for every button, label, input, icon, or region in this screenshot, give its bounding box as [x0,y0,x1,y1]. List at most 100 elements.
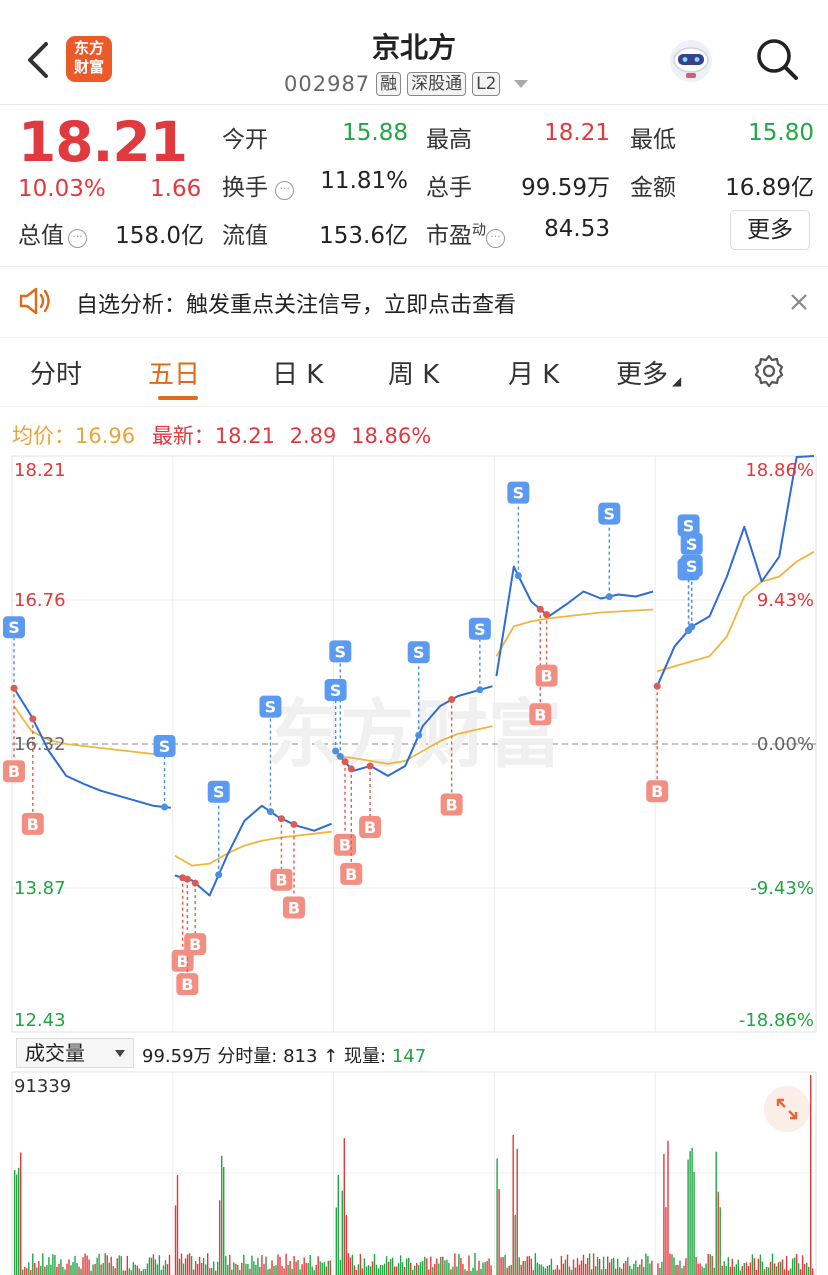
buy-signal-label: B [651,782,663,801]
buy-signal-label: B [345,865,357,884]
volume-bar [202,1258,205,1275]
volume-bar [663,1153,665,1275]
tab-weekly-k[interactable]: 周 K [388,360,440,390]
app-logo[interactable]: 东方 财富 [66,36,112,82]
buy-signal-label: B [288,898,300,917]
volume-bar [205,1264,207,1275]
volume-bar [759,1254,762,1275]
alert-banner[interactable]: 自选分析：触发重点关注信号，立即点击查看 [0,266,828,338]
volume-bars [14,1075,814,1275]
volume-bar [389,1258,392,1275]
info-dots-icon[interactable]: ··· [68,229,87,248]
price-line-day-3 [334,685,493,777]
volume-bar [176,1175,179,1275]
expand-chart-button[interactable] [764,1086,810,1132]
robot-assistant-icon[interactable] [668,38,714,84]
volume-bar [546,1266,549,1275]
volume-bar [564,1259,567,1275]
more-stats-button[interactable]: 更多 [730,210,810,250]
volume-bar [689,1151,691,1275]
volume-bar [142,1269,145,1275]
volume-bar [673,1257,675,1275]
volume-bar [146,1263,149,1275]
volume-bar [755,1269,758,1275]
volume-bar [412,1269,414,1275]
volume-bar [474,1253,476,1275]
indicator-select[interactable]: 成交量 [16,1038,134,1068]
volume-bar [739,1270,741,1275]
volume-bar [500,1257,502,1275]
close-icon[interactable] [786,289,812,315]
volume-bar [478,1260,480,1275]
volume-bar [393,1266,396,1275]
volume-bar [751,1254,754,1275]
volume-bar [46,1265,48,1275]
volume-bar [120,1256,122,1275]
volume-bar [803,1264,806,1275]
buy-signal-label: B [177,952,189,971]
sell-signal-badge [3,616,25,639]
latest-percent: 18.86% [351,424,432,448]
volume-bar [132,1262,134,1275]
info-dots-icon[interactable]: ··· [486,229,505,248]
price-line-day-1 [13,687,171,809]
volume-bar [329,1260,331,1275]
tab-monthly-k[interactable]: 月 K [508,360,560,390]
tab-daily-k[interactable]: 日 K [272,360,324,390]
volume-bar [207,1253,209,1275]
volume-bar [424,1256,426,1275]
volume-bar [753,1258,756,1275]
info-dots-icon[interactable]: ··· [275,181,295,200]
volume-bar [213,1261,215,1275]
volume-bar [657,1263,659,1275]
volume-bar [729,1266,731,1275]
volume-bar [243,1254,245,1275]
volume-bar [699,1263,701,1275]
back-arrow-icon[interactable] [22,38,58,82]
y-axis-percent-label: 18.86% [745,460,814,481]
app-logo-line1: 东方 [73,39,104,57]
tab-intraday[interactable]: 分时 [30,360,83,390]
volume-bar [745,1262,748,1275]
volume-bar [52,1254,54,1275]
tab-five-day[interactable]: 五日 [148,360,201,390]
tab-more[interactable]: 更多 ◢ [616,354,681,391]
volume-bar [20,1152,22,1275]
latest-label: 最新： [151,424,215,448]
volume-bar [337,1175,339,1275]
volume-bar [381,1265,384,1275]
volume-bar [353,1265,356,1275]
volume-bar [568,1266,571,1275]
gear-icon[interactable] [750,352,788,390]
y-axis-percent-label: -18.86% [739,1010,814,1031]
volume-bar [305,1262,307,1275]
volume-bar [781,1259,784,1275]
search-icon[interactable] [754,36,800,82]
volume-bar [801,1255,804,1275]
volume-bar [42,1253,44,1275]
volume-bar [743,1263,745,1275]
volume-bar [180,1253,183,1275]
volume-bar [58,1263,60,1275]
volume-bar [351,1254,354,1275]
up-arrow-icon: ↑ [323,1046,339,1067]
volume-bar [504,1254,506,1275]
header: 东方 财富 京北方 002987 融 深股通 L2 [0,0,828,105]
signal-dot [332,747,340,755]
signal-dot [536,605,544,613]
volume-bar [542,1266,544,1275]
volume-bar [552,1269,555,1275]
volume-bar [645,1253,647,1275]
volume-bar [219,1200,221,1275]
volume-bar [538,1264,540,1275]
volume-bar [311,1266,313,1275]
volume-bar [100,1264,102,1275]
volume-bar [211,1268,213,1275]
five-day-price-chart[interactable]: 东方财富 SBBSBBBSSBBSSBBBSBSSBBSBSSSS 18.211… [0,450,828,1038]
volume-bar [327,1260,329,1275]
volume-bar [631,1268,633,1275]
volume-bar [609,1262,611,1275]
chevron-down-icon[interactable] [514,80,529,88]
volume-bar-chart[interactable] [0,1068,828,1275]
sell-signal-label: S [265,698,277,717]
